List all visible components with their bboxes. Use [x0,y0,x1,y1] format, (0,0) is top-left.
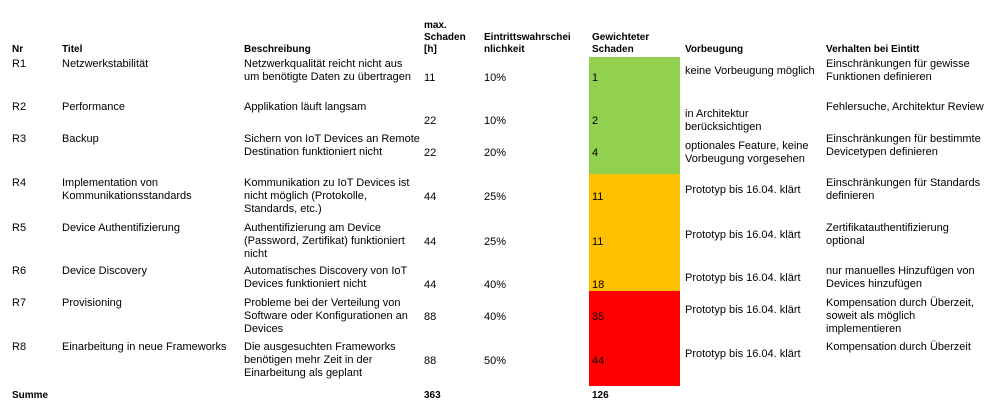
cell-nr: R6 [12,265,27,277]
summe-schaden: 363 [424,390,441,401]
cell-titel: Implementation von Kommunikationsstandar… [62,177,192,202]
cell-eintritt: 40% [484,279,507,291]
cell-eintritt: 10% [484,115,507,127]
cell-titel: Device Discovery [62,265,147,277]
cell-verhalten: nur manuelles Hinzufügen von Devices hin… [826,265,975,290]
cell-verhalten: Zertifikatauthentifizierung optional [826,222,949,247]
cell-nr: R8 [12,341,27,353]
cell-verhalten: Kompensation durch Überzeit [826,341,971,353]
cell-schaden: 88 [424,355,437,367]
cell-eintritt: 20% [484,147,507,159]
risk-band-low [589,57,680,174]
cell-eintritt: 50% [484,355,507,367]
cell-schaden: 44 [424,279,437,291]
cell-beschreibung: Netzwerkqualität reicht nicht aus um ben… [244,58,411,83]
header-vorbeugung: Vorbeugung [685,44,744,55]
summe-label: Summe [12,390,49,401]
cell-gewichtet: 11 [592,236,604,248]
cell-vorbeugung: keine Vorbeugung möglich [685,65,815,77]
cell-beschreibung: Sichern von IoT Devices an Remote Destin… [244,133,420,158]
cell-gewichtet: 2 [592,115,599,127]
cell-nr: R3 [12,133,27,145]
cell-gewichtet: 1 [592,72,599,84]
cell-vorbeugung: Prototyp bis 16.04. klärt [685,348,801,360]
header-schaden: max. Schaden [h] [424,20,466,55]
cell-nr: R4 [12,177,27,189]
cell-verhalten: Fehlersuche, Architektur Review [826,101,984,113]
header-nr: Nr [12,44,24,55]
header-verhalten: Verhalten bei Eintitt [826,44,920,55]
cell-beschreibung: Die ausgesuchten Frameworks benötigen me… [244,341,396,379]
cell-gewichtet: 44 [592,355,605,367]
cell-nr: R5 [12,222,27,234]
cell-beschreibung: Probleme bei der Verteilung von Software… [244,297,408,335]
cell-titel: Provisioning [62,297,122,309]
header-titel: Titel [62,44,83,55]
cell-nr: R2 [12,101,27,113]
cell-schaden: 44 [424,236,437,248]
cell-vorbeugung: Prototyp bis 16.04. klärt [685,229,801,241]
cell-eintritt: 10% [484,72,507,84]
cell-vorbeugung: optionales Feature, keine Vorbeugung vor… [685,140,809,165]
cell-beschreibung: Applikation läuft langsam [244,101,367,113]
cell-verhalten: Einschränkungen für Standards definieren [826,177,981,202]
cell-titel: Performance [62,101,125,113]
cell-beschreibung: Kommunikation zu IoT Devices ist nicht m… [244,177,410,215]
cell-titel: Einarbeitung in neue Frameworks [62,341,227,353]
cell-schaden: 22 [424,115,437,127]
cell-vorbeugung: Prototyp bis 16.04. klärt [685,184,801,196]
cell-beschreibung: Automatisches Discovery von IoT Devices … [244,265,408,290]
header-eintritt: Eintrittswahrscheinlichkeit [484,32,571,55]
cell-nr: R7 [12,297,27,309]
cell-eintritt: 25% [484,236,507,248]
cell-gewichtet: 4 [592,147,599,159]
cell-schaden: 22 [424,147,437,159]
cell-eintritt: 40% [484,311,507,323]
cell-gewichtet: 35 [592,311,605,323]
cell-schaden: 88 [424,311,437,323]
cell-eintritt: 25% [484,191,507,203]
cell-titel: Netzwerkstabilität [62,58,149,70]
cell-titel: Backup [62,133,99,145]
cell-vorbeugung: in Architektur berücksichtigen [685,108,762,133]
header-beschreibung: Beschreibung [244,44,311,55]
cell-vorbeugung: Prototyp bis 16.04. klärt [685,272,801,284]
risk-band-medium [589,174,680,291]
cell-nr: R1 [12,58,27,70]
cell-schaden: 11 [424,72,436,84]
cell-verhalten: Kompensation durch Überzeit, soweit als … [826,297,974,335]
header-gewichtet: Gewichteter Schaden [592,32,650,55]
cell-verhalten: Einschränkungen für bestimmte Devicetype… [826,133,981,158]
cell-titel: Device Authentifizierung [62,222,181,234]
cell-beschreibung: Authentifizierung am Device (Password, Z… [244,222,405,260]
cell-schaden: 44 [424,191,437,203]
risk-band-high [589,291,680,386]
cell-vorbeugung: Prototyp bis 16.04. klärt [685,304,801,316]
summe-gewichtet: 126 [592,390,609,401]
cell-verhalten: Einschränkungen für gewisse Funktionen d… [826,58,970,83]
cell-gewichtet: 18 [592,279,605,291]
cell-gewichtet: 11 [592,191,604,203]
